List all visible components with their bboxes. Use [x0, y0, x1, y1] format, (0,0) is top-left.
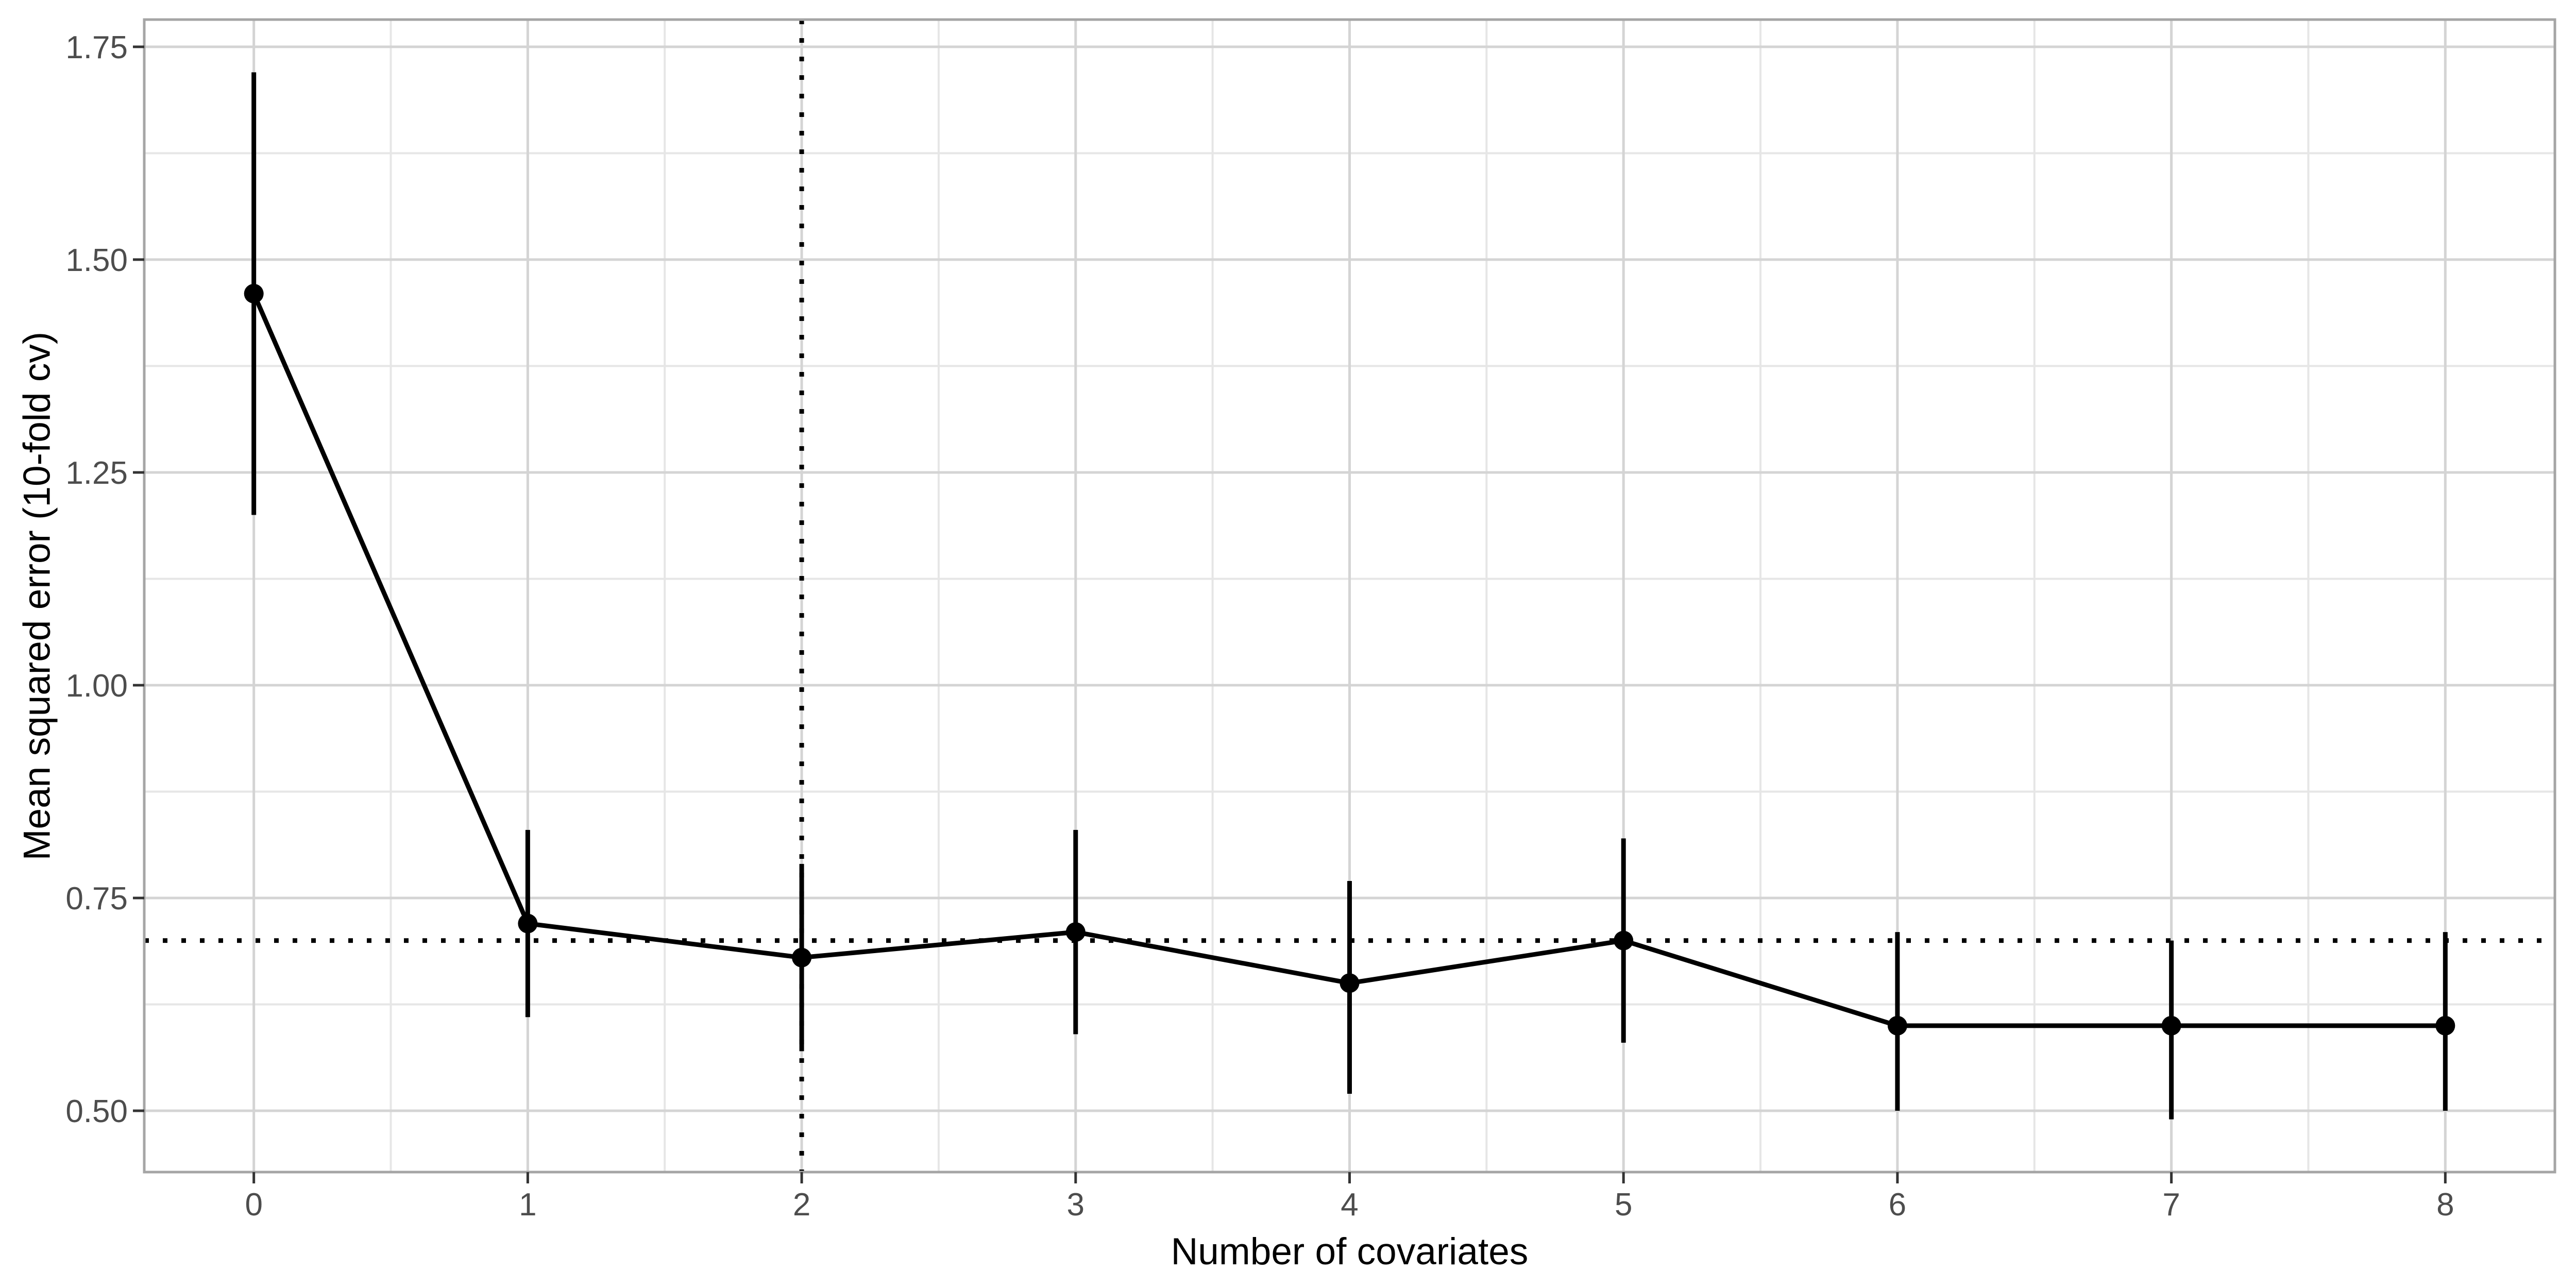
y-tick-label: 1.75	[65, 30, 128, 65]
x-tick-label: 3	[1067, 1187, 1084, 1223]
y-tick-label: 1.50	[65, 243, 128, 278]
data-point	[1887, 1015, 1907, 1036]
y-tick-label: 1.25	[65, 455, 128, 491]
x-tick-label: 8	[2436, 1187, 2454, 1223]
x-tick-label: 6	[1889, 1187, 1906, 1223]
y-tick-label: 1.00	[65, 668, 128, 704]
data-point	[518, 913, 538, 934]
data-point	[1340, 973, 1360, 993]
x-axis-title: Number of covariates	[1171, 1231, 1529, 1273]
x-tick-label: 2	[793, 1187, 810, 1223]
data-point	[1614, 930, 1634, 951]
y-tick-label: 0.75	[65, 881, 128, 917]
y-tick-label: 0.50	[65, 1094, 128, 1129]
data-point	[2435, 1015, 2455, 1036]
data-point	[2161, 1015, 2181, 1036]
data-point	[244, 283, 264, 303]
x-tick-label: 5	[1615, 1187, 1632, 1223]
x-tick-label: 7	[2162, 1187, 2180, 1223]
y-axis-title: Mean squared error (10-fold cv)	[16, 331, 58, 861]
x-tick-label: 0	[245, 1187, 262, 1223]
x-tick-label: 4	[1341, 1187, 1358, 1223]
x-tick-label: 1	[519, 1187, 536, 1223]
data-point	[1065, 922, 1086, 942]
data-point	[792, 947, 812, 968]
